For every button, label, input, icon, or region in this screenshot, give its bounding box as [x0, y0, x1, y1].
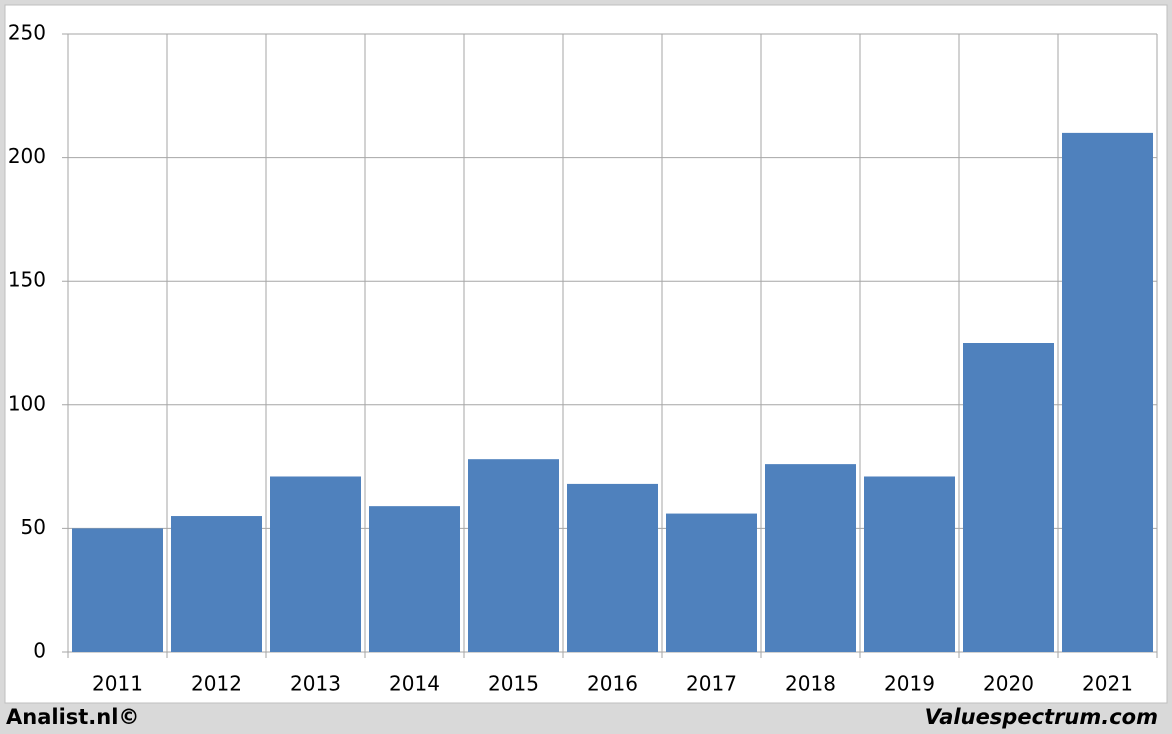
x-tick-label: 2019 — [884, 672, 935, 696]
x-tick-label: 2018 — [785, 672, 836, 696]
bar — [72, 528, 163, 652]
x-tick-label: 2012 — [191, 672, 242, 696]
x-tick-label: 2015 — [488, 672, 539, 696]
x-tick-label: 2014 — [389, 672, 440, 696]
x-tick-label: 2017 — [686, 672, 737, 696]
bar — [963, 343, 1054, 652]
y-tick-label: 200 — [8, 144, 46, 168]
footer-right: Valuespectrum.com — [925, 705, 1158, 729]
x-tick-label: 2020 — [983, 672, 1034, 696]
y-tick-label: 0 — [33, 639, 46, 663]
footer-left: Analist.nl© — [6, 705, 139, 729]
x-tick-label: 2013 — [290, 672, 341, 696]
bar — [171, 516, 262, 652]
bar — [369, 506, 460, 652]
y-tick-label: 150 — [8, 268, 46, 292]
bar — [666, 513, 757, 652]
bar — [765, 464, 856, 652]
y-tick-label: 50 — [21, 515, 46, 539]
x-tick-label: 2021 — [1082, 672, 1133, 696]
bar — [468, 459, 559, 652]
bar — [567, 483, 658, 652]
y-tick-label: 100 — [8, 391, 46, 415]
y-tick-label: 250 — [8, 21, 46, 45]
bar — [1062, 132, 1153, 652]
bar — [270, 476, 361, 652]
x-tick-label: 2011 — [92, 672, 143, 696]
x-tick-label: 2016 — [587, 672, 638, 696]
bar — [864, 476, 955, 652]
